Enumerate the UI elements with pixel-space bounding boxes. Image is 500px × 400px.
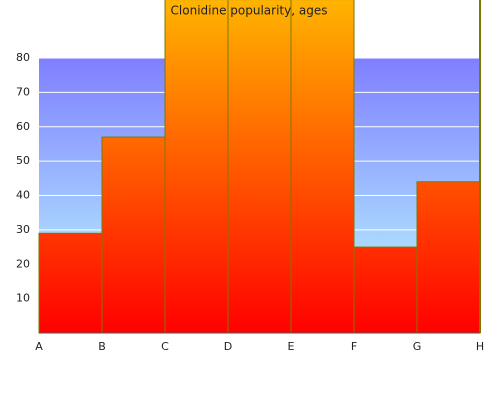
x-tick-label: B xyxy=(98,340,106,353)
x-tick-label: H xyxy=(476,340,484,353)
y-tick-label: 40 xyxy=(16,189,30,202)
y-tick-label: 60 xyxy=(16,120,30,133)
x-tick-label: C xyxy=(161,340,169,353)
step-area xyxy=(416,181,481,334)
step-area xyxy=(353,246,418,334)
x-tick-label: F xyxy=(351,340,357,353)
x-tick-label: D xyxy=(224,340,232,353)
step-area xyxy=(227,0,292,334)
y-tick-label: 20 xyxy=(16,257,30,270)
y-tick-label: 10 xyxy=(16,292,30,305)
y-tick-label: 30 xyxy=(16,223,30,236)
x-tick-label: G xyxy=(413,340,422,353)
chart-title: Clonidine popularity, ages xyxy=(171,4,328,18)
y-tick-label: 50 xyxy=(16,154,30,167)
y-tick-label: 80 xyxy=(16,51,30,64)
step-area xyxy=(164,0,229,334)
x-tick-label: A xyxy=(35,340,43,353)
step-area xyxy=(101,136,166,334)
y-tick-label: 70 xyxy=(16,85,30,98)
step-area xyxy=(38,232,103,334)
step-area xyxy=(290,0,355,334)
x-tick-label: E xyxy=(288,340,295,353)
